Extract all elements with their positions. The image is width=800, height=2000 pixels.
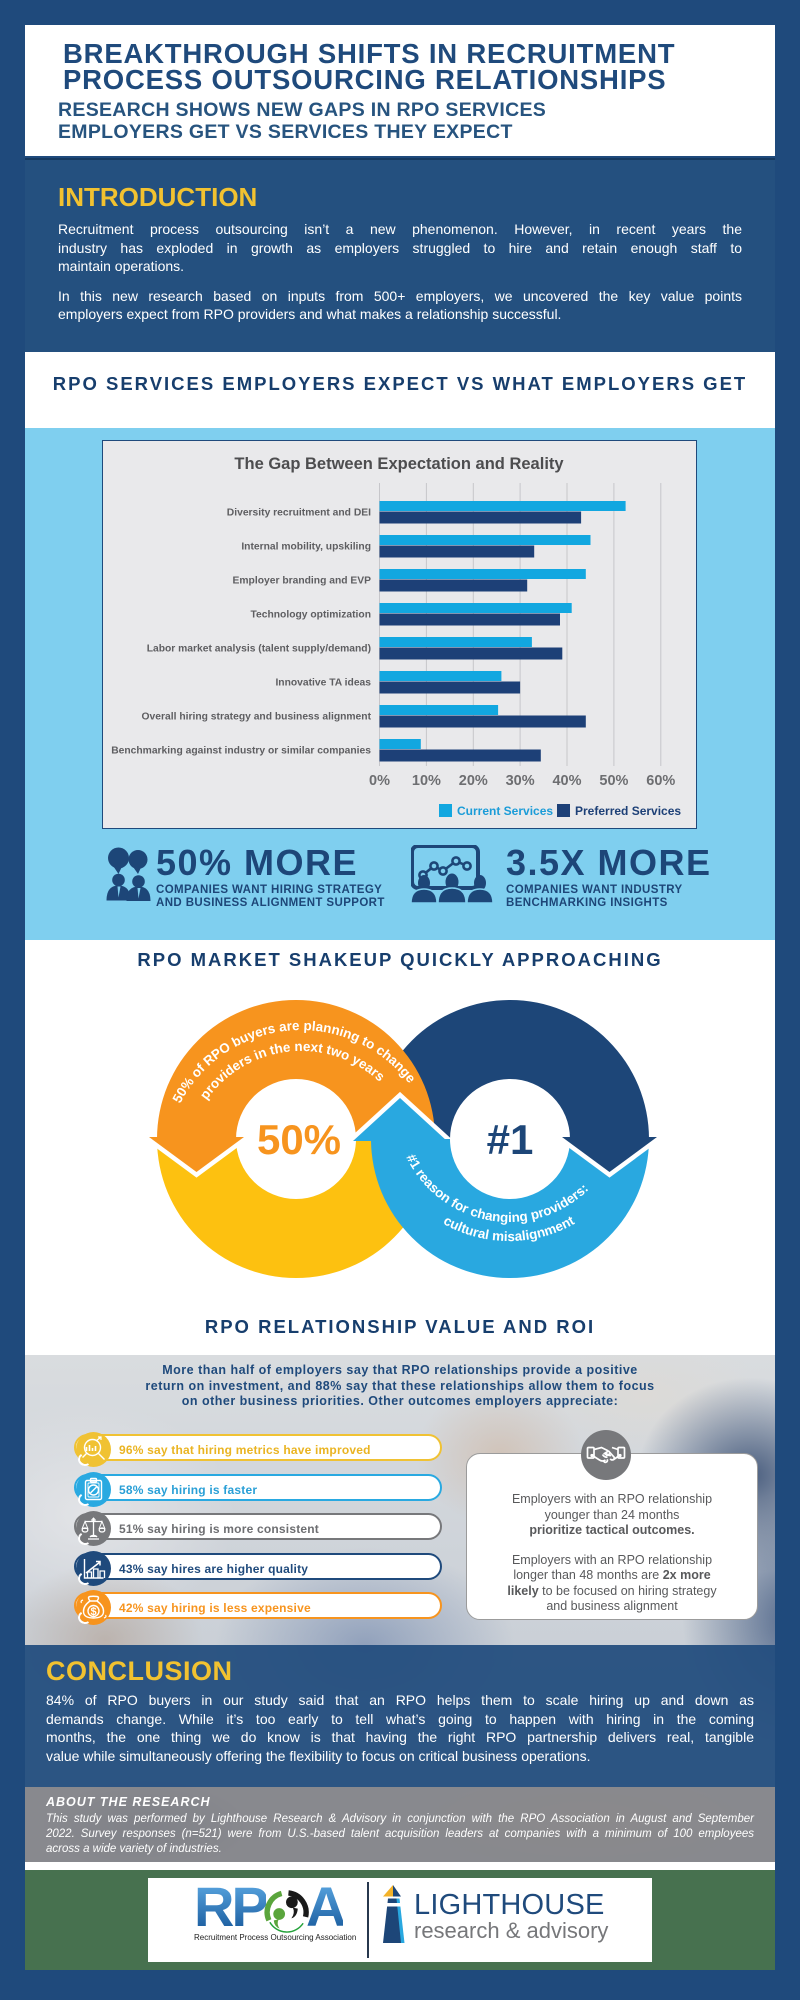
svg-text:30%: 30%: [506, 773, 535, 789]
svg-text:50%: 50%: [257, 1116, 341, 1163]
svg-text:40%: 40%: [552, 773, 581, 789]
svg-text:50%: 50%: [599, 773, 628, 789]
svg-text:0%: 0%: [369, 773, 390, 789]
svg-text:Preferred Services: Preferred Services: [575, 804, 681, 818]
svg-text:Overall hiring strategy and bu: Overall hiring strategy and business ali…: [142, 712, 372, 723]
svg-text:Innovative TA ideas: Innovative TA ideas: [275, 678, 371, 689]
svg-text:Technology optimization: Technology optimization: [250, 610, 371, 621]
svg-text:Diversity recruitment and DEI: Diversity recruitment and DEI: [227, 508, 371, 519]
svg-text:Current Services: Current Services: [457, 804, 553, 818]
svg-text:The Gap Between Expectation an: The Gap Between Expectation and Reality: [234, 455, 564, 473]
svg-text:20%: 20%: [459, 773, 488, 789]
svg-text:60%: 60%: [646, 773, 675, 789]
svg-text:Internal mobility, upskiling: Internal mobility, upskiling: [241, 542, 371, 553]
svg-text:Labor market analysis (talent: Labor market analysis (talent supply/dem…: [147, 644, 371, 655]
svg-text:10%: 10%: [412, 773, 441, 789]
svg-text:$: $: [90, 1606, 96, 1618]
svg-text:#1: #1: [487, 1116, 534, 1163]
svg-text:Employer branding and EVP: Employer branding and EVP: [233, 576, 372, 587]
svg-text:Benchmarking against industry: Benchmarking against industry or similar…: [111, 746, 371, 757]
